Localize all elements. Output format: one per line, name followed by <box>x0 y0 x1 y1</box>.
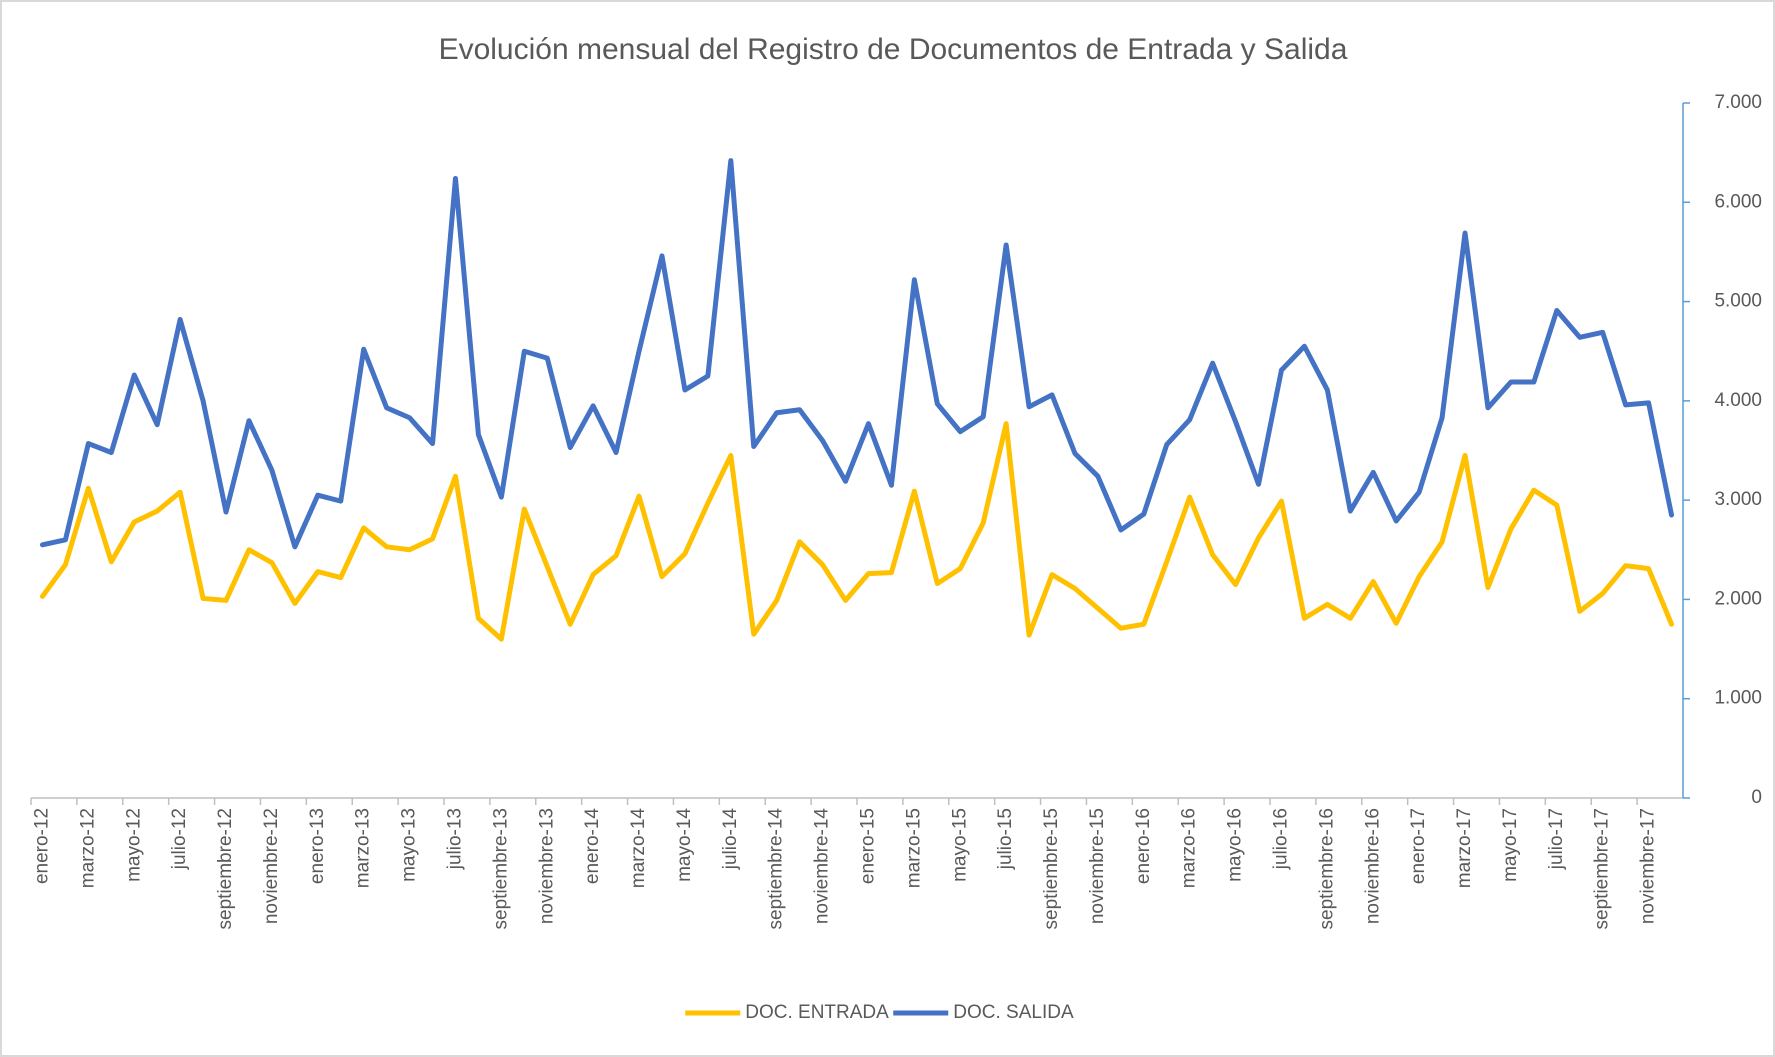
x-tick-label: mayo-16 <box>1225 808 1246 882</box>
x-tick-label: enero-12 <box>31 808 52 884</box>
y-tick-label: 5.000 <box>1714 291 1762 312</box>
x-tick-label: enero-16 <box>1133 808 1154 884</box>
y-tick-label: 3.000 <box>1714 489 1762 510</box>
x-tick-label: julio-12 <box>169 808 190 870</box>
x-tick-label: septiembre-13 <box>490 808 511 929</box>
x-tick-label: mayo-15 <box>949 808 970 882</box>
x-tick-label: marzo-15 <box>903 808 924 888</box>
x-tick-label: enero-17 <box>1408 808 1429 884</box>
y-tick-label: 7.000 <box>1714 92 1762 113</box>
x-tick-label: noviembre-15 <box>1087 808 1108 924</box>
y-tick-label: 2.000 <box>1714 588 1762 609</box>
y-tick-label: 4.000 <box>1714 390 1762 411</box>
x-tick-label: marzo-13 <box>353 808 374 888</box>
x-tick-label: marzo-16 <box>1179 808 1200 888</box>
x-tick-label: marzo-14 <box>628 808 649 889</box>
y-tick-label: 6.000 <box>1714 191 1762 212</box>
x-tick-label: mayo-13 <box>399 808 420 882</box>
chart-title: Evolución mensual del Registro de Docume… <box>439 33 1348 66</box>
x-tick-label: marzo-17 <box>1454 808 1475 888</box>
x-tick-label: septiembre-16 <box>1316 808 1337 929</box>
x-tick-label: enero-14 <box>582 808 603 884</box>
y-tick-label: 0 <box>1751 787 1762 808</box>
x-tick-label: julio-15 <box>995 808 1016 870</box>
series-line <box>39 421 1675 642</box>
x-tick-label: enero-13 <box>307 808 328 884</box>
x-tick-label: septiembre-14 <box>766 808 787 930</box>
x-tick-label: noviembre-16 <box>1362 808 1383 924</box>
y-tick-label: 1.000 <box>1714 688 1762 709</box>
x-tick-label: noviembre-12 <box>261 808 282 924</box>
x-tick-label: mayo-14 <box>674 808 695 882</box>
series-line <box>39 158 1675 550</box>
x-tick-label: noviembre-13 <box>536 808 557 924</box>
x-tick-label: noviembre-14 <box>812 808 833 925</box>
x-tick-label: noviembre-17 <box>1638 808 1659 924</box>
x-tick-label: mayo-12 <box>123 808 144 882</box>
x-tick-label: septiembre-15 <box>1041 808 1062 929</box>
x-tick-label: septiembre-12 <box>215 808 236 929</box>
x-tick-label: julio-17 <box>1546 808 1567 870</box>
x-tick-label: septiembre-17 <box>1592 808 1613 929</box>
legend-label: DOC. SALIDA <box>953 1002 1074 1023</box>
x-tick-label: julio-14 <box>720 808 741 871</box>
x-tick-label: julio-16 <box>1270 808 1291 870</box>
x-tick-label: mayo-17 <box>1500 808 1521 882</box>
legend-label: DOC. ENTRADA <box>745 1002 889 1023</box>
x-tick-label: julio-13 <box>444 808 465 870</box>
x-tick-label: marzo-12 <box>77 808 98 888</box>
x-tick-label: enero-15 <box>857 808 878 884</box>
